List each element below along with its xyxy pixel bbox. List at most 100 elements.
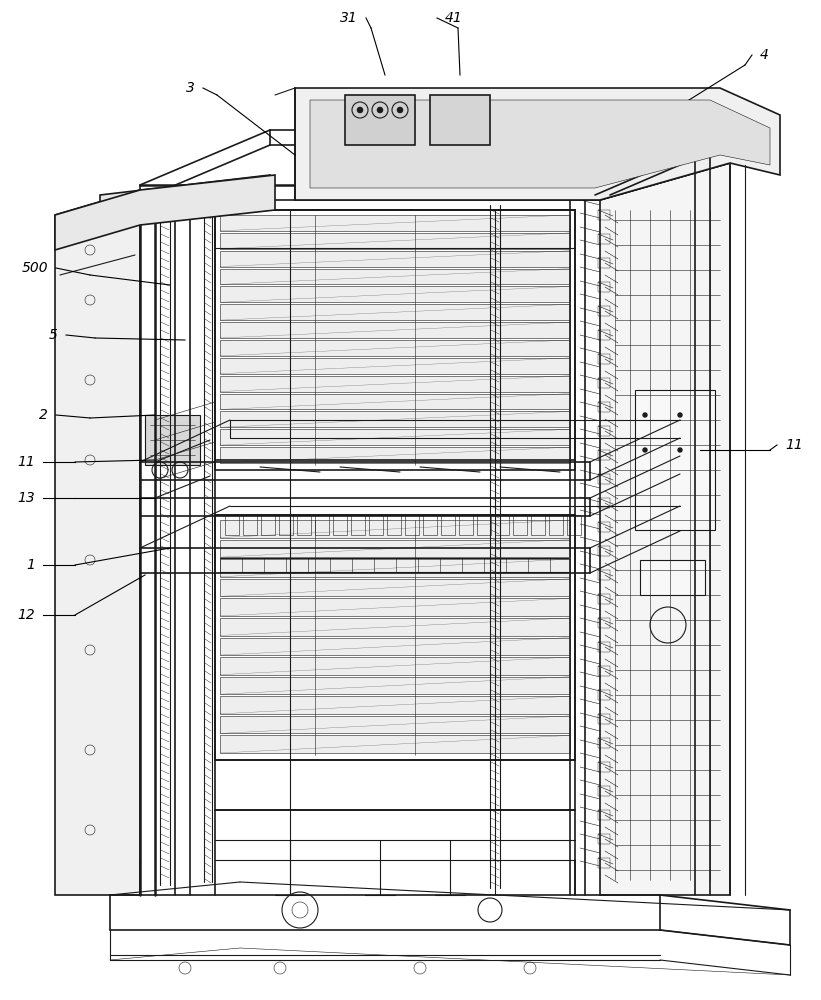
Bar [598, 306, 610, 316]
Bar [220, 716, 570, 733]
Polygon shape [310, 100, 770, 188]
Bar [220, 598, 570, 616]
Text: 3: 3 [186, 81, 195, 95]
Bar [220, 322, 570, 338]
Polygon shape [345, 95, 415, 145]
Bar [598, 402, 610, 412]
Bar [441, 515, 455, 535]
Bar [598, 426, 610, 436]
Bar [145, 415, 200, 465]
Bar [598, 810, 610, 820]
Bar [387, 515, 401, 535]
Bar [495, 515, 509, 535]
Bar [598, 330, 610, 340]
Bar [220, 394, 570, 409]
Bar [635, 390, 715, 530]
Text: 2: 2 [39, 408, 48, 422]
Text: 1: 1 [26, 558, 35, 572]
Text: 31: 31 [340, 11, 358, 25]
Bar [598, 738, 610, 748]
Bar [598, 786, 610, 796]
Bar [220, 638, 570, 655]
Bar [220, 579, 570, 596]
Bar [220, 251, 570, 267]
Bar [567, 515, 581, 535]
Polygon shape [600, 163, 730, 895]
Bar [351, 515, 365, 535]
Bar [220, 304, 570, 320]
Bar [279, 515, 293, 535]
Bar [598, 354, 610, 364]
Bar [369, 515, 383, 535]
Bar [220, 233, 570, 249]
Bar [598, 450, 610, 460]
Bar [598, 714, 610, 724]
Bar [598, 258, 610, 268]
Bar [215, 210, 575, 470]
Circle shape [678, 448, 682, 452]
Bar [549, 515, 563, 535]
Bar [220, 657, 570, 675]
Bar [598, 666, 610, 676]
Bar [220, 340, 570, 356]
Bar [405, 515, 419, 535]
Bar [220, 735, 570, 753]
Bar [598, 474, 610, 484]
Bar [598, 522, 610, 532]
Polygon shape [100, 175, 270, 228]
Bar [598, 498, 610, 508]
Text: 11: 11 [785, 438, 803, 452]
Bar [640, 560, 705, 595]
Bar [531, 515, 545, 535]
Bar [220, 677, 570, 694]
Bar [243, 515, 257, 535]
Bar [220, 618, 570, 636]
Bar [220, 286, 570, 302]
Text: 13: 13 [17, 491, 35, 505]
Bar [598, 210, 610, 220]
Circle shape [678, 413, 682, 417]
Bar [598, 618, 610, 628]
Circle shape [643, 413, 647, 417]
Circle shape [397, 107, 403, 113]
Bar [297, 515, 311, 535]
Bar [220, 520, 570, 538]
Text: 41: 41 [445, 11, 463, 25]
Bar [598, 378, 610, 388]
Bar [459, 515, 473, 535]
Text: 500: 500 [21, 261, 48, 275]
Bar [315, 515, 329, 535]
Circle shape [377, 107, 383, 113]
Bar [220, 215, 570, 231]
Text: 4: 4 [760, 48, 769, 62]
Bar [598, 594, 610, 604]
Circle shape [643, 448, 647, 452]
Text: 11: 11 [17, 455, 35, 469]
Bar [261, 515, 275, 535]
Bar [598, 834, 610, 844]
Polygon shape [55, 175, 275, 250]
Bar [513, 515, 527, 535]
Bar [598, 690, 610, 700]
Bar [220, 447, 570, 463]
Bar [598, 546, 610, 556]
Bar [220, 540, 570, 557]
Bar [220, 696, 570, 714]
Bar [423, 515, 437, 535]
Bar [598, 570, 610, 580]
Circle shape [357, 107, 363, 113]
Bar [220, 559, 570, 577]
Text: 12: 12 [17, 608, 35, 622]
Polygon shape [295, 88, 780, 200]
Bar [215, 515, 575, 760]
Polygon shape [430, 95, 490, 145]
Text: 5: 5 [49, 328, 58, 342]
Bar [220, 269, 570, 284]
Bar [598, 234, 610, 244]
Bar [225, 515, 239, 535]
Bar [598, 282, 610, 292]
Bar [333, 515, 347, 535]
Bar [598, 642, 610, 652]
Bar [598, 858, 610, 868]
Bar [477, 515, 491, 535]
